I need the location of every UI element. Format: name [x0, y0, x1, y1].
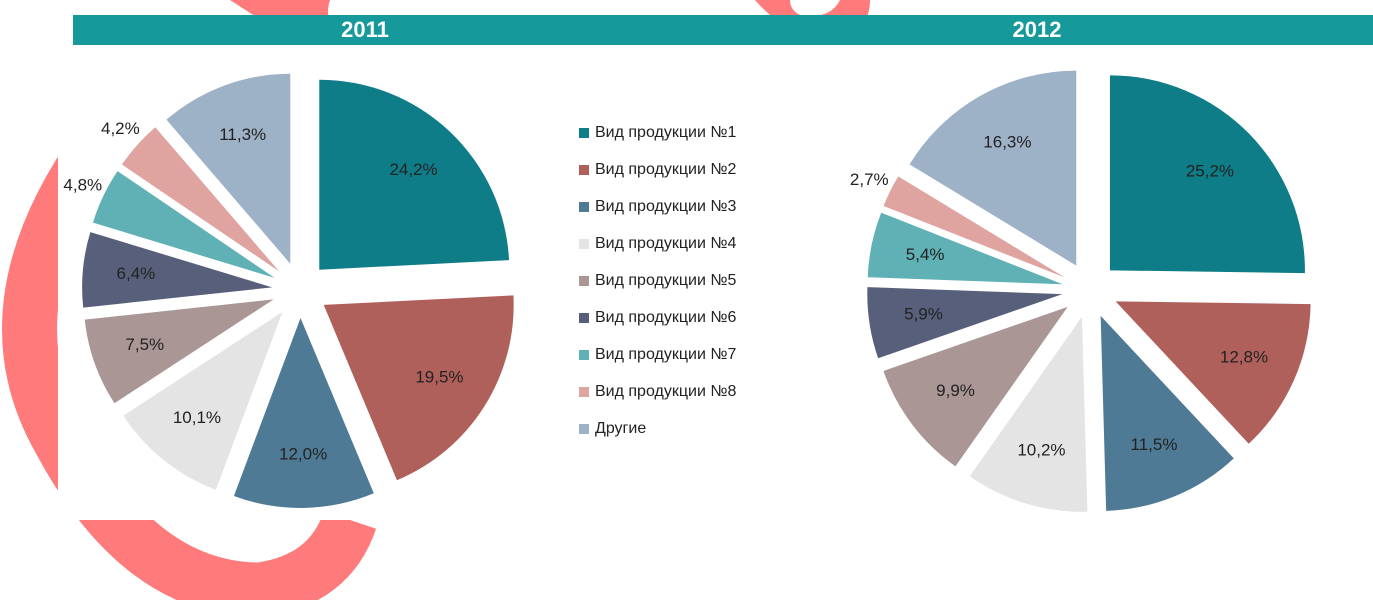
- pie-slice: Вид продукции №2: [1115, 301, 1311, 444]
- legend-label: Вид продукции №2: [595, 161, 736, 178]
- pie-slice: Другие: [166, 73, 291, 264]
- pie-slice: Вид продукции №2: [323, 295, 514, 481]
- legend-swatch: [579, 128, 589, 138]
- pie-slice: Вид продукции №4: [123, 311, 283, 490]
- legend-label: Вид продукции №3: [595, 198, 736, 215]
- data-label: 2,7%: [850, 170, 889, 189]
- legend-swatch: [579, 350, 589, 360]
- data-label: 6,4%: [117, 264, 156, 283]
- pie-slice: Вид продукции №5: [883, 306, 1068, 467]
- data-label: 11,5%: [1131, 435, 1178, 454]
- data-label: 12,0%: [279, 444, 327, 463]
- legend-label: Вид продукции №7: [595, 346, 736, 363]
- header-bar: [73, 15, 1373, 45]
- data-label: 24,2%: [389, 160, 437, 179]
- legend-swatch: [579, 276, 589, 286]
- legend-label: Вид продукции №6: [595, 309, 736, 326]
- data-label: 5,4%: [906, 245, 945, 264]
- data-label: 16,3%: [983, 133, 1031, 152]
- data-label: 4,2%: [101, 119, 140, 138]
- legend-swatch: [579, 202, 589, 212]
- chart-title: 2011: [341, 17, 389, 42]
- pie-slice: Вид продукции №6: [82, 232, 273, 308]
- legend-swatch: [579, 165, 589, 175]
- pie-slice: Вид продукции №7: [867, 212, 1063, 285]
- pie-slice: Вид продукции №8: [883, 176, 1065, 278]
- legend-label: Другие: [595, 420, 646, 437]
- pie-slice: Вид продукции №7: [92, 171, 275, 278]
- data-label: 10,2%: [1017, 441, 1065, 460]
- data-label: 19,5%: [415, 367, 463, 386]
- legend-swatch: [579, 239, 589, 249]
- legend-swatch: [579, 387, 589, 397]
- legend-label: Вид продукции №8: [595, 383, 736, 400]
- pie-slice: Вид продукции №1: [319, 79, 510, 270]
- data-label: 25,2%: [1186, 161, 1234, 180]
- pie-slice: Вид продукции №3: [1100, 315, 1234, 511]
- legend-swatch: [579, 424, 589, 434]
- pie-slice: Вид продукции №3: [233, 317, 374, 508]
- data-label: 10,1%: [173, 408, 221, 427]
- pie-slice: Вид продукции №8: [121, 127, 280, 272]
- pie-slice: Вид продукции №6: [867, 287, 1063, 359]
- data-label: 7,5%: [125, 335, 164, 354]
- chart-title: 2012: [1013, 17, 1062, 42]
- pie-slice: Вид продукции №5: [84, 299, 274, 404]
- legend-label: Вид продукции №1: [595, 124, 736, 141]
- data-label: 4,8%: [63, 176, 102, 195]
- pie-slice: Вид продукции №4: [969, 316, 1088, 512]
- legend-label: Вид продукции №5: [595, 272, 736, 289]
- pie-slice: Другие: [909, 70, 1077, 266]
- pie-slice: Вид продукции №1: [1109, 75, 1305, 274]
- legend-label: Вид продукции №4: [595, 235, 736, 252]
- data-label: 9,9%: [936, 381, 975, 400]
- data-label: 12,8%: [1220, 348, 1268, 367]
- data-label: 5,9%: [904, 305, 943, 324]
- data-label: 11,3%: [219, 125, 266, 144]
- legend-swatch: [579, 313, 589, 323]
